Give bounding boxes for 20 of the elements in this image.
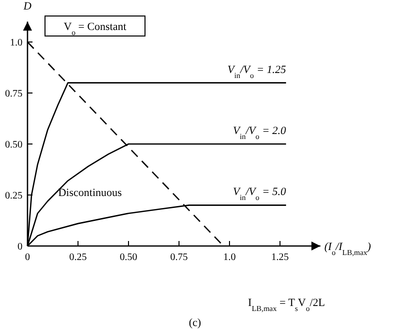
x-tick-label: 1.0: [223, 252, 236, 263]
annotation: V$_{o}$ = Constant: [64, 21, 126, 36]
y-tick-label: 0.50: [5, 140, 22, 150]
y-tick-label: 0.75: [5, 88, 22, 100]
y-tick-label: 0.25: [5, 190, 22, 202]
y-axis-title: D: [22, 0, 32, 13]
y-tick-label: 1.0: [10, 38, 22, 48]
x-tick-label: 0.50: [120, 252, 138, 263]
x-tick-label: 0.25: [69, 252, 87, 263]
x-tick-label: 1.25: [271, 252, 289, 263]
annotation: Discontinuous: [58, 187, 122, 199]
x-axis-title: (I$_{o}$/I$_{LB,max}$): [324, 241, 372, 256]
x-tick-label: 0.75: [170, 252, 188, 263]
series-label: V$_{in}$/V$_{o}$ = 1.25: [228, 64, 287, 80]
text: (c): [188, 317, 202, 329]
x-tick-label: 0: [25, 252, 30, 263]
y-tick-label: 0: [18, 242, 22, 252]
text: I$_{LB,max}$ = T$_{s}$V$_{o}$/2L: [248, 297, 326, 312]
series-label: V$_{in}$/V$_{o}$ = 2.0: [233, 125, 287, 140]
series-label: V$_{in}$/V$_{o}$ = 5.0: [233, 186, 287, 202]
